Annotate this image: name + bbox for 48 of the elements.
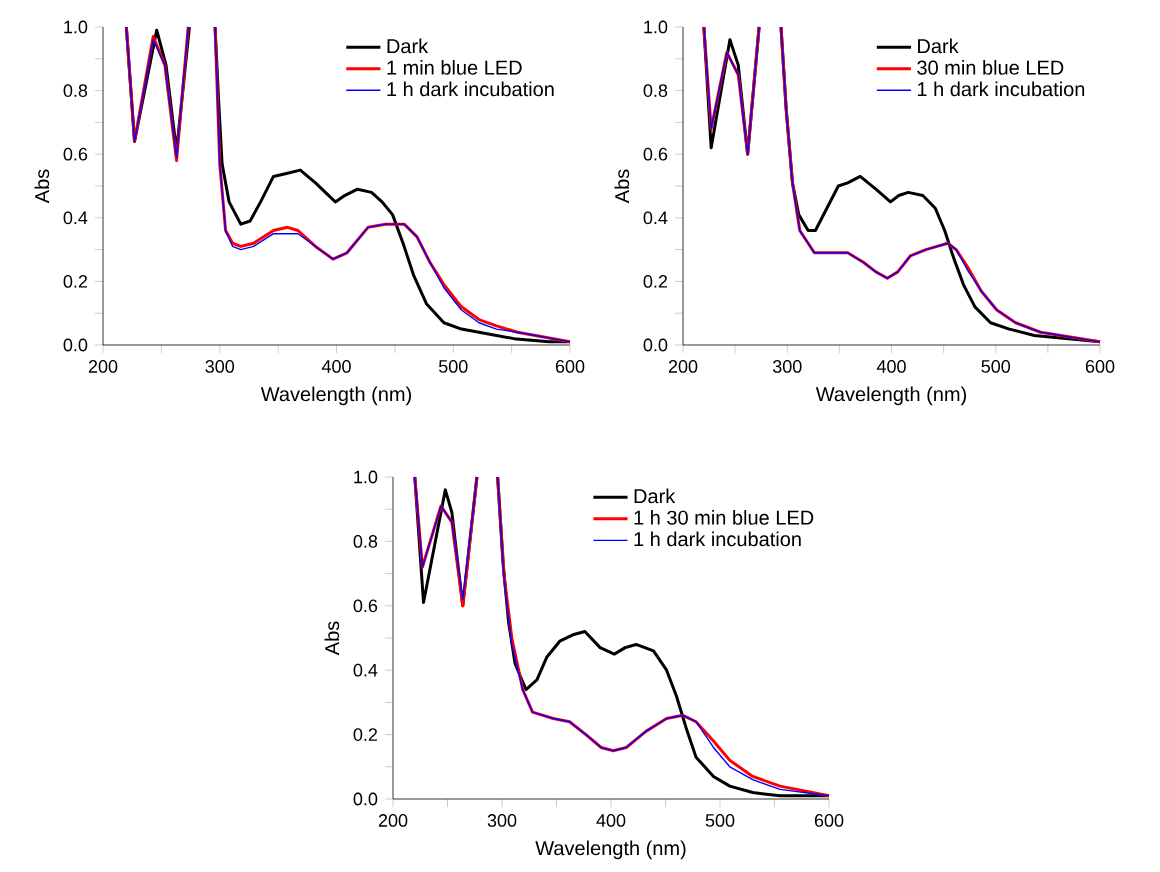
y-tick-label: 0.6 — [63, 147, 88, 161]
y-tick-label: 0.6 — [643, 147, 668, 161]
y-axis-title: Abs — [614, 169, 630, 204]
y-tick-label: 0.4 — [643, 211, 668, 225]
y-tick-label: 0.4 — [63, 211, 88, 225]
x-tick-label: 400 — [321, 360, 351, 373]
y-tick-label: 1.0 — [644, 20, 668, 34]
legend-label: 1 h 30 min blue LED — [634, 510, 814, 525]
y-tick-label: 0.2 — [353, 728, 378, 741]
y-tick-label: 0.0 — [63, 338, 88, 352]
x-tick-label: 400 — [596, 814, 626, 827]
x-tick-label: 300 — [772, 360, 802, 373]
y-axis-title: Abs — [34, 169, 50, 204]
y-tick-label: 0.8 — [63, 84, 88, 97]
x-axis-title: Wavelength (nm) — [260, 386, 411, 406]
x-tick-label: 200 — [668, 360, 698, 373]
x-axis-title: Wavelength (nm) — [815, 386, 967, 406]
y-tick-label: 0.2 — [63, 275, 88, 288]
x-tick-label: 300 — [487, 814, 517, 827]
legend-label: Dark — [634, 488, 676, 504]
x-tick-label: 200 — [88, 360, 118, 373]
y-tick-label: 1.0 — [64, 20, 88, 34]
x-tick-label: 400 — [876, 360, 906, 373]
y-tick-label: 0.4 — [353, 663, 378, 677]
y-tick-label: 0.8 — [643, 84, 668, 97]
legend-label: Dark — [918, 38, 959, 54]
y-tick-label: 0.8 — [353, 535, 378, 548]
x-tick-label: 500 — [705, 814, 735, 827]
legend-label: 1 h dark incubation — [917, 81, 1085, 97]
y-axis-title: Abs — [324, 621, 340, 656]
y-tick-label: 0.0 — [643, 338, 668, 352]
x-tick-label: 600 — [555, 360, 585, 373]
x-tick-label: 300 — [205, 360, 235, 373]
legend-label: 1 min blue LED — [387, 60, 522, 75]
x-tick-label: 500 — [981, 360, 1011, 373]
x-axis-title: Wavelength (nm) — [535, 840, 686, 860]
y-tick-label: 1.0 — [354, 470, 378, 484]
legend-label: 30 min blue LED — [917, 60, 1064, 75]
legend-label: 1 h dark incubation — [634, 531, 801, 547]
x-tick-label: 500 — [438, 360, 468, 373]
x-tick-label: 600 — [1085, 360, 1115, 373]
y-tick-label: 0.6 — [353, 599, 378, 613]
y-tick-label: 0.0 — [353, 792, 378, 806]
legend-label: 1 h dark incubation — [387, 81, 554, 97]
legend-label: Dark — [387, 38, 429, 54]
x-tick-label: 600 — [814, 814, 844, 827]
x-tick-label: 200 — [378, 814, 408, 827]
y-tick-label: 0.2 — [643, 275, 668, 288]
